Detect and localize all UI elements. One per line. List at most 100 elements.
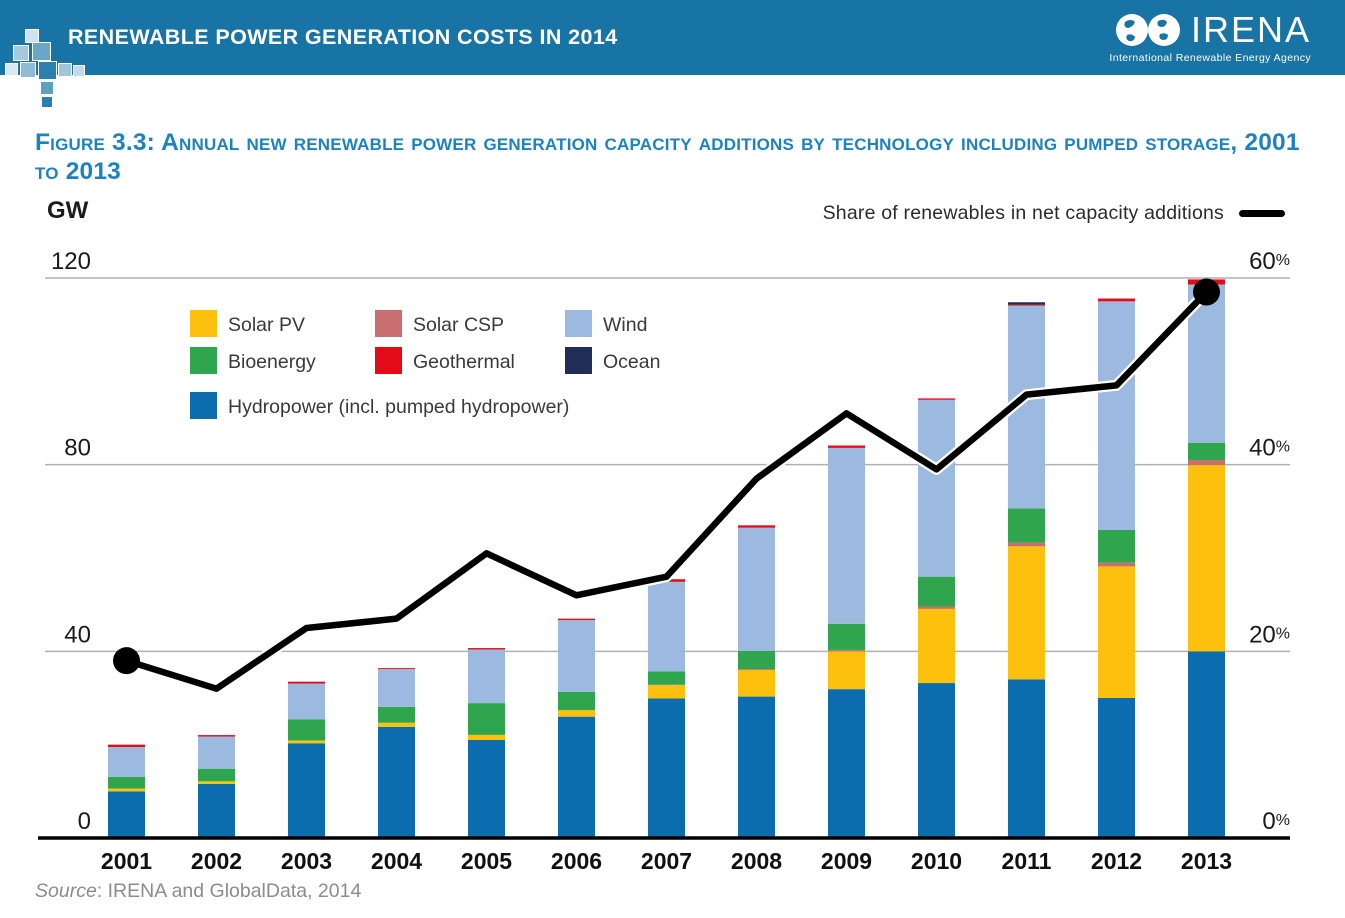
bar-segment — [1098, 301, 1135, 530]
bar-2001 — [108, 744, 145, 838]
source-text: : IRENA and GlobalData, 2014 — [96, 880, 362, 902]
bar-2009 — [828, 445, 865, 838]
bar-segment — [1188, 460, 1225, 466]
bar-segment — [108, 791, 145, 838]
share-line-swatch — [1239, 210, 1285, 217]
bar-segment — [918, 576, 955, 607]
bar-segment — [738, 527, 775, 651]
y-right-tick-60: 60% — [1249, 248, 1290, 275]
bar-segment — [1008, 542, 1045, 547]
bar-segment — [738, 669, 775, 670]
bar-segment — [648, 581, 685, 672]
x-tick-2009: 2009 — [821, 848, 872, 874]
bar-segment — [738, 670, 775, 697]
bar-2006 — [558, 618, 595, 838]
bar-segment — [468, 648, 505, 650]
share-line-end-dot — [1193, 278, 1220, 306]
bar-2003 — [288, 681, 325, 838]
y-left-tick-40: 40 — [64, 621, 91, 648]
legend-label: Wind — [603, 314, 647, 336]
bar-segment — [468, 649, 505, 704]
bar-segment — [378, 668, 415, 670]
bar-segment — [198, 735, 235, 737]
x-tick-2010: 2010 — [911, 848, 962, 874]
bar-segment — [828, 651, 865, 690]
bar-segment — [558, 691, 595, 711]
bar-segment — [738, 525, 775, 528]
bar-segment — [1008, 679, 1045, 838]
bar-segment — [918, 398, 955, 400]
legend: Solar PV Solar CSP Wind Bioenergy Geothermal… — [190, 310, 660, 419]
x-tick-2002: 2002 — [191, 848, 242, 874]
mosaic-decoration — [0, 0, 120, 120]
irena-globes-icon — [1115, 14, 1180, 46]
bar-segment — [648, 698, 685, 838]
bar-segment — [378, 722, 415, 727]
bar-segment — [1098, 566, 1135, 698]
bar-segment — [1008, 304, 1045, 306]
bar-segment — [108, 747, 145, 777]
share-line-start-dot — [113, 647, 140, 675]
bar-2007 — [648, 579, 685, 838]
bar-segment — [1188, 442, 1225, 460]
bar-segment — [1098, 698, 1135, 838]
legend-item-hydropower-incl-pumped-hydropower-: Hydropower (incl. pumped hydropower) — [190, 392, 569, 419]
bar-2004 — [378, 668, 415, 838]
legend-item-ocean: Ocean — [565, 347, 660, 374]
legend-label: Solar CSP — [413, 314, 504, 336]
legend-item-solar-pv: Solar PV — [190, 310, 305, 337]
bar-segment — [918, 606, 955, 609]
legend-item-wind: Wind — [565, 310, 647, 337]
y-right-tick-40: 40% — [1249, 435, 1290, 462]
y-left-tick-120: 120 — [51, 248, 91, 275]
legend-label: Ocean — [603, 351, 660, 373]
legend-swatch — [565, 347, 592, 374]
bar-2005 — [468, 648, 505, 838]
bar-segment — [558, 716, 595, 838]
bar-segment — [738, 650, 775, 670]
x-tick-2007: 2007 — [641, 848, 692, 874]
bar-segment — [468, 734, 505, 740]
figure-title: Figure 3.3: Annual new renewable power g… — [35, 129, 1300, 185]
bar-segment — [108, 744, 145, 747]
y-left-tick-0: 0 — [78, 808, 91, 835]
bar-segment — [198, 736, 235, 769]
bar-segment — [1008, 508, 1045, 543]
bar-2012 — [1098, 298, 1135, 838]
bar-segment — [198, 783, 235, 838]
bar-segment — [378, 706, 415, 723]
legend-swatch — [190, 310, 217, 337]
bar-segment — [1188, 651, 1225, 838]
bar-segment — [108, 788, 145, 792]
legend-swatch — [565, 310, 592, 337]
legend-item-bioenergy: Bioenergy — [190, 347, 316, 374]
bar-segment — [828, 445, 865, 448]
bar-segment — [828, 689, 865, 838]
source-label: Source — [35, 880, 97, 902]
bar-segment — [558, 710, 595, 717]
x-tick-2005: 2005 — [461, 848, 512, 874]
bar-segment — [1098, 298, 1135, 302]
legend-item-geothermal: Geothermal — [375, 347, 515, 374]
legend-swatch — [190, 347, 217, 374]
legend-label: Geothermal — [413, 351, 515, 373]
bar-segment — [288, 743, 325, 838]
legend-item-solar-csp: Solar CSP — [375, 310, 504, 337]
y-left-tick-80: 80 — [64, 435, 91, 462]
bar-segment — [1188, 465, 1225, 652]
x-tick-2001: 2001 — [101, 848, 152, 874]
share-line-legend-label: Share of renewables in net capacity addi… — [822, 202, 1224, 224]
bar-segment — [1098, 530, 1135, 563]
bar-segment — [198, 768, 235, 782]
header-bar: RENEWABLE POWER GENERATION COSTS IN 2014… — [0, 0, 1345, 75]
bar-segment — [288, 740, 325, 744]
legend-swatch — [375, 310, 402, 337]
bar-segment — [1008, 546, 1045, 680]
bar-segment — [198, 781, 235, 784]
bars-group — [108, 279, 1225, 838]
bar-segment — [648, 685, 685, 699]
x-tick-2012: 2012 — [1091, 848, 1142, 874]
irena-logo: IRENA International Renewable Energy Age… — [1109, 9, 1311, 65]
bar-2002 — [198, 735, 235, 838]
